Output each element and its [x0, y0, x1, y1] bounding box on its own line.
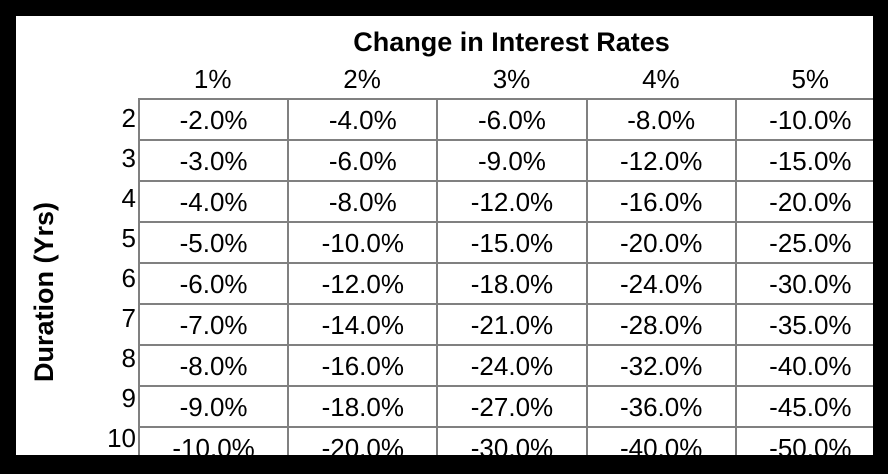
- table-cell: -50.0%: [734, 426, 873, 455]
- table-cell: -15.0%: [436, 221, 588, 264]
- table-cell: -8.0%: [585, 98, 737, 141]
- table-cell: -24.0%: [585, 262, 737, 305]
- table-cell: -21.0%: [436, 303, 588, 346]
- table-cell: -15.0%: [734, 139, 873, 182]
- table-row: -7.0% -14.0% -21.0% -28.0% -35.0%: [137, 303, 873, 346]
- table-cell: -20.0%: [585, 221, 737, 264]
- table-cell: -8.0%: [287, 180, 439, 223]
- column-headers: 1% 2% 3% 4% 5%: [138, 62, 873, 96]
- table-cell: -20.0%: [734, 180, 873, 223]
- row-header: 9: [121, 383, 136, 413]
- table-cell: -18.0%: [436, 262, 588, 305]
- table-cell: -24.0%: [436, 344, 588, 387]
- table-cell: -9.0%: [436, 139, 588, 182]
- row-header: 10: [107, 423, 136, 453]
- table-cell: -10.0%: [287, 221, 439, 264]
- table-cell: -16.0%: [585, 180, 737, 223]
- table-cell: -40.0%: [734, 344, 873, 387]
- table-cell: -4.0%: [137, 180, 290, 223]
- table-cell: -5.0%: [137, 221, 290, 264]
- table-cell: -10.0%: [137, 426, 290, 455]
- table-row: -8.0% -16.0% -24.0% -32.0% -40.0%: [137, 344, 873, 387]
- column-header: 5%: [791, 64, 830, 94]
- row-header: 2: [121, 103, 136, 133]
- column-header: 4%: [642, 64, 680, 94]
- table-cell: -30.0%: [436, 426, 588, 455]
- table-cell: -7.0%: [137, 303, 290, 346]
- table-cell: -6.0%: [287, 139, 439, 182]
- table-cell: -30.0%: [734, 262, 873, 305]
- column-header: 3%: [492, 64, 531, 94]
- table-cell: -4.0%: [287, 98, 439, 141]
- table-row: -9.0% -18.0% -27.0% -36.0% -45.0%: [137, 385, 873, 428]
- table-cell: -9.0%: [137, 385, 290, 428]
- row-headers: 2 3 4 5 6 7 8 9 10: [86, 98, 138, 455]
- column-header: 2%: [343, 64, 381, 94]
- table-cell: -2.0%: [137, 98, 290, 141]
- table-cell: -45.0%: [734, 385, 873, 428]
- table-cell: -12.0%: [436, 180, 588, 223]
- table-cell: -20.0%: [287, 426, 439, 455]
- table-row: -3.0% -6.0% -9.0% -12.0% -15.0%: [137, 139, 873, 182]
- table-cell: -18.0%: [287, 385, 439, 428]
- row-header: 7: [121, 303, 136, 333]
- row-header: 8: [121, 343, 136, 373]
- table-row: -10.0% -20.0% -30.0% -40.0% -50.0%: [137, 426, 873, 455]
- table-cell: -6.0%: [137, 262, 290, 305]
- table-cell: -10.0%: [734, 98, 873, 141]
- table-title: Change in Interest Rates: [353, 27, 670, 57]
- row-header: 4: [121, 183, 136, 213]
- table-cell: -28.0%: [585, 303, 737, 346]
- column-header: 1%: [193, 64, 232, 94]
- table-row: -5.0% -10.0% -15.0% -20.0% -25.0%: [137, 221, 873, 264]
- data-table: -2.0% -4.0% -6.0% -8.0% -10.0% -3.0% -6.0% -9.0…: [137, 98, 873, 455]
- table-cell: -3.0%: [137, 139, 290, 182]
- table-row: -2.0% -4.0% -6.0% -8.0% -10.0%: [137, 98, 873, 141]
- table-cell: -14.0%: [287, 303, 439, 346]
- table-cell: -12.0%: [287, 262, 439, 305]
- table-cell: -32.0%: [585, 344, 737, 387]
- table-cell: -6.0%: [436, 98, 588, 141]
- row-header: 3: [121, 143, 136, 173]
- table-row: -6.0% -12.0% -18.0% -24.0% -30.0%: [137, 262, 873, 305]
- row-header: 6: [121, 263, 136, 293]
- table-cell: -8.0%: [137, 344, 290, 387]
- table-cell: -36.0%: [585, 385, 737, 428]
- table-cell: -12.0%: [585, 139, 737, 182]
- table-cell: -40.0%: [585, 426, 737, 455]
- row-header: 5: [121, 223, 136, 253]
- table-cell: -16.0%: [287, 344, 439, 387]
- table-row: -4.0% -8.0% -12.0% -16.0% -20.0%: [137, 180, 873, 223]
- table-frame: Change in Interest Rates Duration (Yrs) …: [16, 16, 873, 455]
- y-axis-label: Duration (Yrs): [29, 202, 59, 383]
- table-cell: -27.0%: [436, 385, 588, 428]
- table-cell: -25.0%: [734, 221, 873, 264]
- table-cell: -35.0%: [734, 303, 873, 346]
